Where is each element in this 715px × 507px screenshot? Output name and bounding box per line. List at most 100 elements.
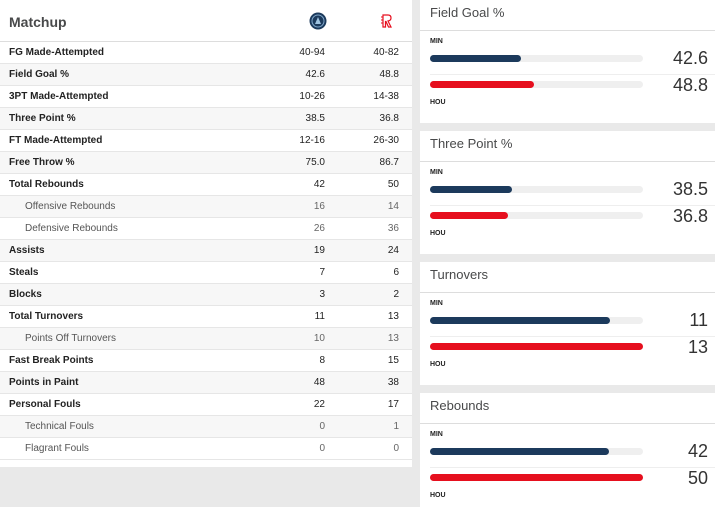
- table-row: Blocks 3 2: [0, 284, 412, 306]
- min-value: 8: [319, 355, 325, 366]
- min-bar-track: [430, 317, 643, 324]
- table-row: Points in Paint 48 38: [0, 372, 412, 394]
- min-value: 22: [313, 399, 325, 410]
- table-row: Personal Fouls 22 17: [0, 394, 412, 416]
- stat-label: Total Turnovers: [9, 311, 84, 322]
- timberwolves-logo-icon: [309, 12, 327, 30]
- stat-label: Technical Fouls: [25, 421, 94, 432]
- hou-value: 13: [387, 333, 399, 344]
- hou-value: 48.8: [379, 69, 399, 80]
- stat-label: FT Made-Attempted: [9, 135, 103, 146]
- table-row: Three Point % 38.5 36.8: [0, 108, 412, 130]
- card-title: Three Point %: [420, 131, 715, 162]
- stat-label: Total Rebounds: [9, 179, 84, 190]
- matchup-panel: Matchup FG Made-Attempted 40-94 40-82 Field…: [0, 0, 412, 467]
- min-bar-track: [430, 55, 643, 62]
- hou-value: 36.8: [379, 113, 399, 124]
- min-value: 38.5: [672, 179, 708, 199]
- table-row: Fast Break Points 8 15: [0, 350, 412, 372]
- hou-value: 40-82: [373, 47, 399, 58]
- min-value: 42.6: [672, 48, 708, 68]
- min-bar: [430, 448, 609, 455]
- hou-value: 1: [393, 421, 399, 432]
- stat-label: Steals: [9, 267, 39, 278]
- min-value: 10: [313, 333, 325, 344]
- stat-label: Flagrant Fouls: [25, 443, 89, 454]
- stat-card: Rebounds MIN 42 50 HOU: [420, 393, 715, 507]
- table-row: Field Goal % 42.6 48.8: [0, 64, 412, 86]
- stat-label: Points in Paint: [9, 377, 79, 388]
- hou-bar-track: [430, 81, 643, 88]
- hou-value: 24: [387, 245, 399, 256]
- stat-label: Fast Break Points: [9, 355, 94, 366]
- matchup-table: FG Made-Attempted 40-94 40-82 Field Goal % 4…: [0, 42, 412, 460]
- stat-label: Defensive Rebounds: [25, 223, 118, 234]
- stat-label: Points Off Turnovers: [25, 333, 116, 344]
- table-row: Technical Fouls 0 1: [0, 416, 412, 438]
- min-value: 11: [689, 310, 708, 330]
- table-row: Defensive Rebounds 26 36: [0, 218, 412, 240]
- hou-value: 48.8: [672, 75, 708, 95]
- min-value: 12-16: [299, 135, 325, 146]
- min-bar: [430, 55, 521, 62]
- hou-value: 50: [687, 468, 708, 488]
- hou-bar-track: [430, 212, 643, 219]
- card-title: Rebounds: [420, 393, 715, 424]
- hou-value: 26-30: [373, 135, 399, 146]
- stat-card: Three Point % MIN 38.5 36.8 HOU: [420, 131, 715, 254]
- table-row: Points Off Turnovers 10 13: [0, 328, 412, 350]
- hou-team-label: HOU: [430, 99, 446, 106]
- min-team-label: MIN: [430, 38, 443, 45]
- table-row: Flagrant Fouls 0 0: [0, 438, 412, 460]
- stat-card: Turnovers MIN 11 13 HOU: [420, 262, 715, 385]
- hou-value: 50: [387, 179, 399, 190]
- min-value: 19: [313, 245, 325, 256]
- min-value: 0: [319, 421, 325, 432]
- table-row: Free Throw % 75.0 86.7: [0, 152, 412, 174]
- hou-bar: [430, 474, 643, 481]
- hou-value: 36: [387, 223, 399, 234]
- card-divider: [430, 467, 715, 468]
- hou-value: 14: [387, 201, 399, 212]
- stat-label: Assists: [9, 245, 45, 256]
- hou-value: 13: [687, 337, 708, 357]
- hou-value: 0: [393, 443, 399, 454]
- hou-bar-track: [430, 343, 643, 350]
- hou-value: 13: [387, 311, 399, 322]
- table-row: Total Rebounds 42 50: [0, 174, 412, 196]
- hou-value: 6: [393, 267, 399, 278]
- min-value: 42: [313, 179, 325, 190]
- hou-bar: [430, 343, 643, 350]
- min-value: 16: [313, 201, 325, 212]
- hou-value: 36.8: [672, 206, 708, 226]
- table-row: Assists 19 24: [0, 240, 412, 262]
- stat-label: Free Throw %: [9, 157, 75, 168]
- min-team-label: MIN: [430, 431, 443, 438]
- card-divider: [430, 336, 715, 337]
- hou-bar: [430, 81, 534, 88]
- rockets-logo-icon: [381, 14, 392, 28]
- stat-label: Blocks: [9, 289, 42, 300]
- hou-value: 15: [387, 355, 399, 366]
- min-value: 48: [313, 377, 325, 388]
- min-bar: [430, 186, 512, 193]
- min-team-label: MIN: [430, 169, 443, 176]
- min-value: 3: [319, 289, 325, 300]
- card-divider: [430, 205, 715, 206]
- matchup-title: Matchup: [9, 14, 67, 30]
- min-value: 0: [319, 443, 325, 454]
- min-value: 26: [313, 223, 325, 234]
- matchup-header: Matchup: [0, 0, 412, 42]
- min-value: 11: [314, 311, 325, 322]
- hou-team-label: HOU: [430, 361, 446, 368]
- card-title: Turnovers: [420, 262, 715, 293]
- min-value: 40-94: [299, 47, 325, 58]
- hou-bar-track: [430, 474, 643, 481]
- table-row: Steals 7 6: [0, 262, 412, 284]
- min-value: 10-26: [299, 91, 325, 102]
- stat-label: FG Made-Attempted: [9, 47, 104, 58]
- hou-value: 2: [393, 289, 399, 300]
- table-row: Offensive Rebounds 16 14: [0, 196, 412, 218]
- min-value: 7: [319, 267, 325, 278]
- stat-label: Offensive Rebounds: [25, 201, 116, 212]
